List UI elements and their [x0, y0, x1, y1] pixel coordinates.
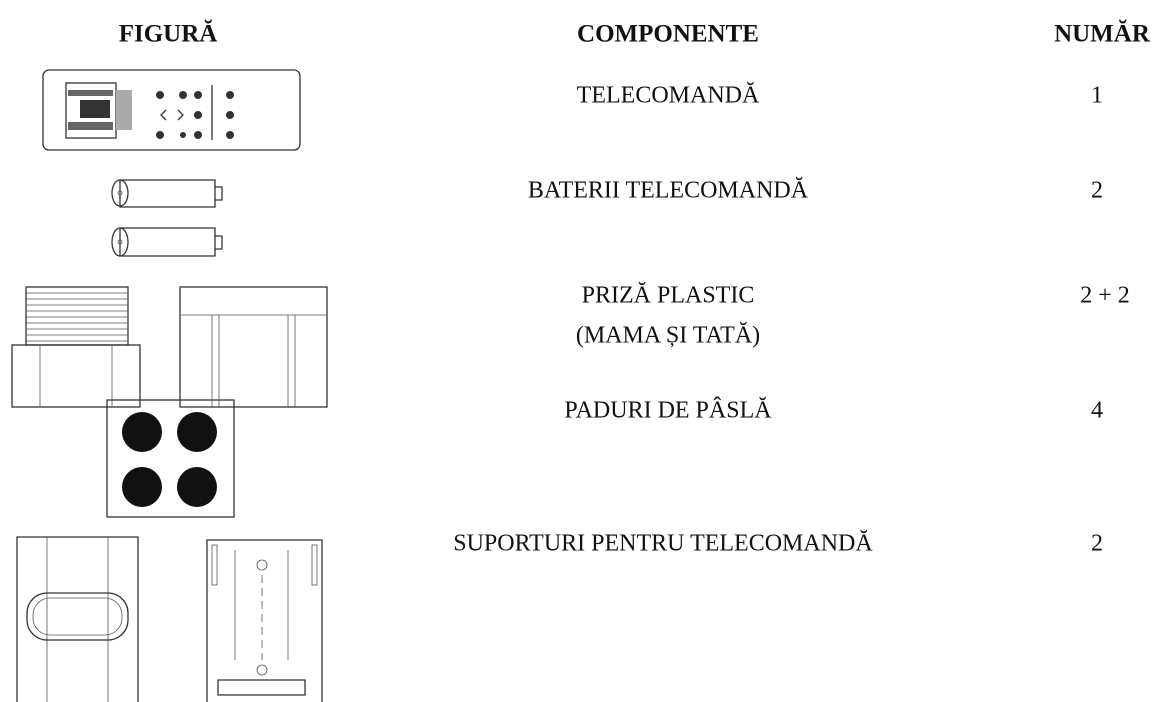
remote-figure: [42, 69, 301, 151]
count: 2: [1091, 178, 1103, 204]
batteries-figure: [111, 179, 223, 257]
count: 1: [1091, 83, 1103, 109]
header-components: COMPONENTE: [577, 21, 759, 48]
plugs-figure: [11, 286, 328, 408]
component: TELECOMANDĂ: [577, 83, 760, 109]
component: PADURI DE PÂSLĂ: [564, 398, 772, 424]
count: 2: [1091, 531, 1103, 557]
count: 4: [1091, 398, 1103, 424]
component: BATERII TELECOMANDĂ: [528, 178, 809, 204]
component: PRIZĂ PLASTIC: [582, 283, 755, 309]
holders-figure: [16, 536, 323, 702]
component: SUPORTURI PENTRU TELECOMANDĂ: [453, 531, 873, 557]
header-figure: FIGURĂ: [119, 20, 218, 48]
felt-pads-figure: [106, 399, 235, 518]
count: 2 + 2: [1080, 283, 1130, 309]
header-count: NUMĂR: [1054, 20, 1151, 48]
component: (MAMA ȘI TATĂ): [576, 323, 760, 349]
